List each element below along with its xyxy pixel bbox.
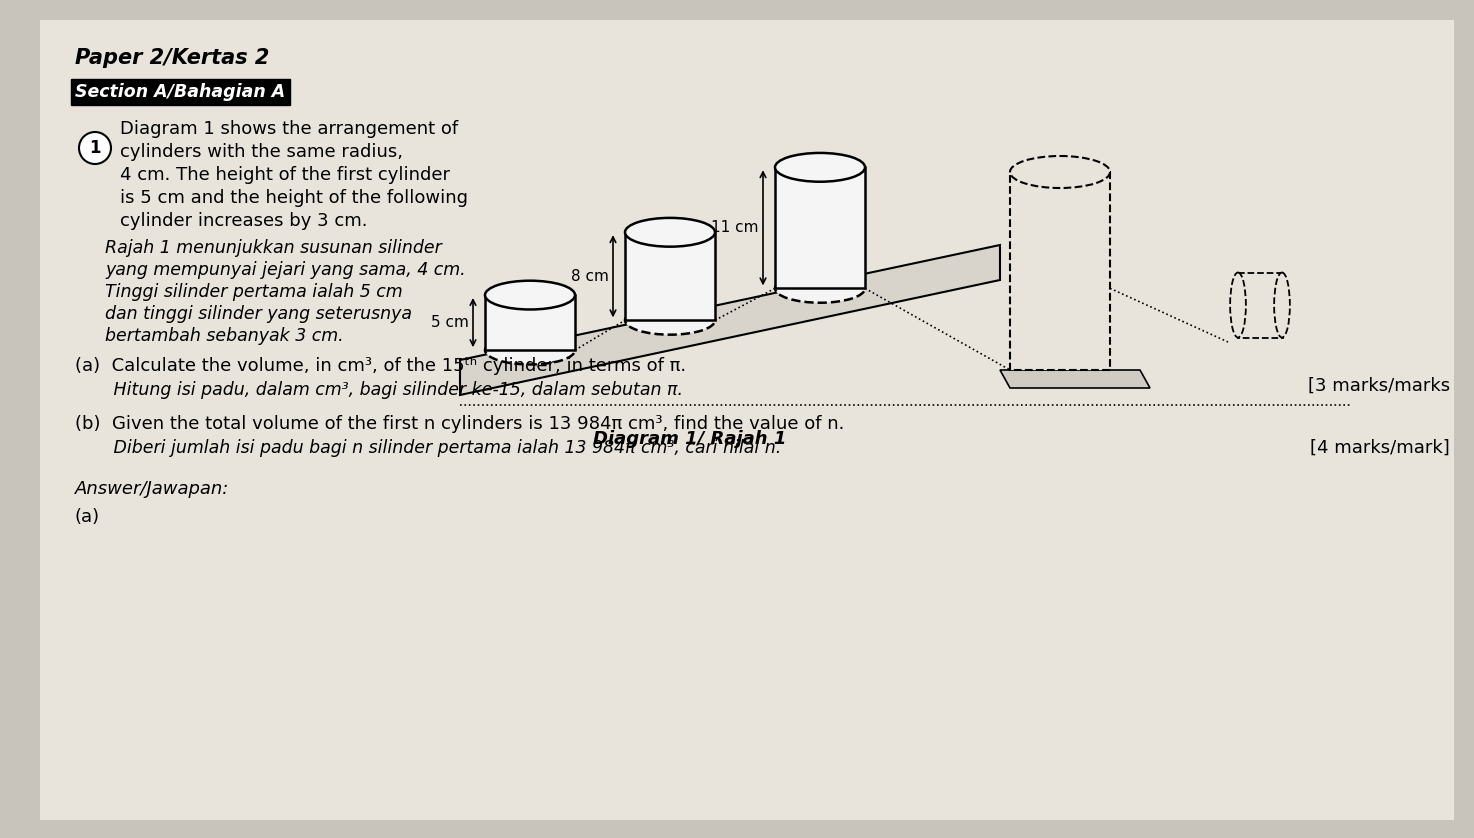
Text: Rajah 1 menunjukkan susunan silinder: Rajah 1 menunjukkan susunan silinder — [105, 239, 442, 257]
Ellipse shape — [1010, 354, 1110, 386]
Text: bertambah sebanyak 3 cm.: bertambah sebanyak 3 cm. — [105, 327, 343, 345]
Circle shape — [80, 132, 111, 164]
Text: is 5 cm and the height of the following: is 5 cm and the height of the following — [119, 189, 469, 207]
Text: 1: 1 — [90, 139, 100, 157]
Text: dan tinggi silinder yang seterusnya: dan tinggi silinder yang seterusnya — [105, 305, 413, 323]
Ellipse shape — [1010, 156, 1110, 188]
Ellipse shape — [1231, 272, 1246, 338]
Bar — [1010, 172, 1110, 370]
Text: [4 marks/mark]: [4 marks/mark] — [1310, 439, 1450, 457]
Ellipse shape — [485, 336, 575, 365]
Ellipse shape — [775, 153, 865, 182]
Bar — [485, 295, 575, 350]
Text: (a): (a) — [75, 508, 100, 526]
Text: 8 cm: 8 cm — [570, 269, 609, 284]
Text: Paper 2/Kertas 2: Paper 2/Kertas 2 — [75, 48, 270, 68]
Text: 4 cm. The height of the first cylinder: 4 cm. The height of the first cylinder — [119, 166, 450, 184]
Text: 5 cm: 5 cm — [430, 315, 469, 330]
Polygon shape — [999, 370, 1150, 388]
Text: yang mempunyai jejari yang sama, 4 cm.: yang mempunyai jejari yang sama, 4 cm. — [105, 261, 466, 279]
Ellipse shape — [625, 306, 715, 334]
Text: (b)  Given the total volume of the first n cylinders is 13 984π cm³, find the va: (b) Given the total volume of the first … — [75, 415, 845, 433]
Polygon shape — [460, 245, 999, 395]
Text: 11 cm: 11 cm — [712, 220, 759, 235]
Text: (a)  Calculate the volume, in cm³, of the 15ᵗʰ cylinder, in terms of π.: (a) Calculate the volume, in cm³, of the… — [75, 357, 685, 375]
Text: Hitung isi padu, dalam cm³, bagi silinder ke-15, dalam sebutan π.: Hitung isi padu, dalam cm³, bagi silinde… — [75, 381, 682, 399]
Bar — [625, 232, 715, 320]
Text: cylinders with the same radius,: cylinders with the same radius, — [119, 143, 402, 161]
Bar — [1238, 273, 1282, 338]
Text: [3 marks/marks: [3 marks/marks — [1307, 377, 1450, 395]
Ellipse shape — [485, 281, 575, 309]
Ellipse shape — [1274, 272, 1290, 338]
Text: cylinder increases by 3 cm.: cylinder increases by 3 cm. — [119, 212, 367, 230]
Ellipse shape — [775, 274, 865, 303]
Text: Diberi jumlah isi padu bagi n silinder pertama ialah 13 984π cm³, cari nilai n.: Diberi jumlah isi padu bagi n silinder p… — [75, 439, 781, 457]
Text: Section A/Bahagian A: Section A/Bahagian A — [75, 83, 286, 101]
Ellipse shape — [625, 218, 715, 246]
Text: Diagram 1/ Rajah 1: Diagram 1/ Rajah 1 — [594, 430, 787, 448]
Text: Answer/Jawapan:: Answer/Jawapan: — [75, 480, 230, 498]
Bar — [775, 168, 865, 288]
Text: Tinggi silinder pertama ialah 5 cm: Tinggi silinder pertama ialah 5 cm — [105, 283, 402, 301]
Text: Diagram 1 shows the arrangement of: Diagram 1 shows the arrangement of — [119, 120, 458, 138]
